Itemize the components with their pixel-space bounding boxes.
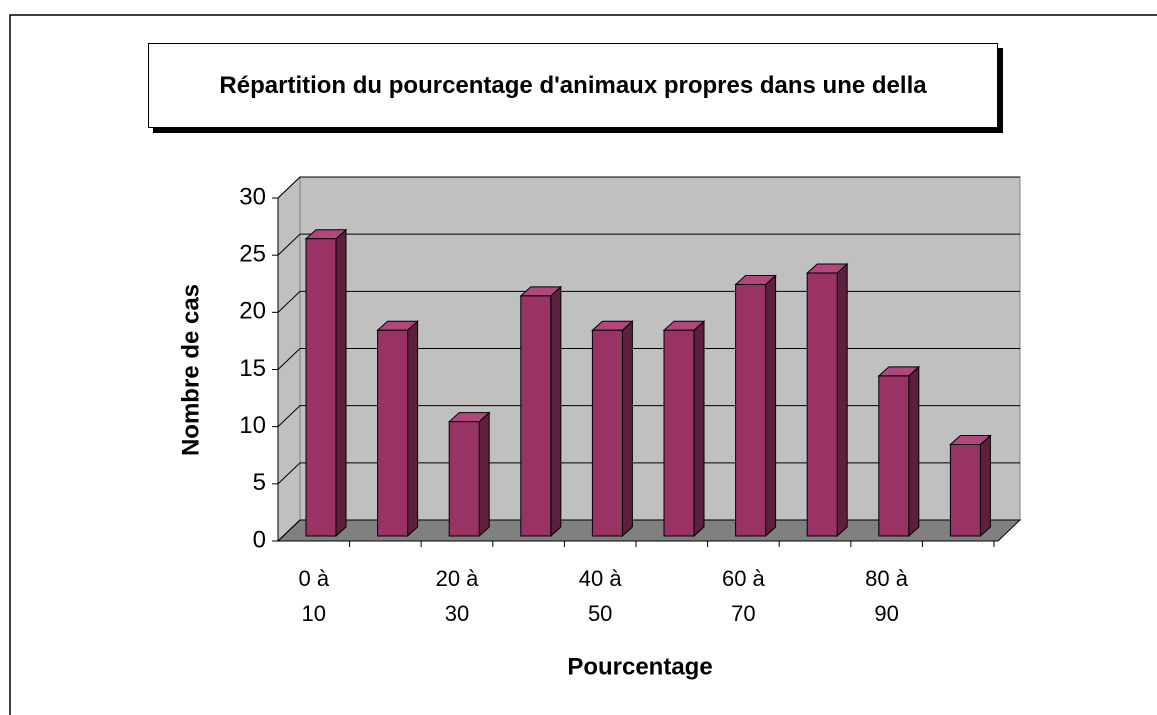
bar [806,272,838,537]
grid-line [277,462,1020,485]
grid-line [277,405,1020,428]
bar [878,375,910,537]
chart-frame [9,14,1157,715]
x-tick-label: 0 à 10 [298,566,330,626]
bar-side [550,285,562,538]
y-tick-label: 10 [239,412,266,439]
x-axis-title: Pourcentage [567,653,712,680]
y-tick-label: 20 [239,298,266,325]
bar-side [765,274,777,538]
bar [377,329,409,537]
y-tick-label: 5 [253,469,266,496]
bar [949,444,981,537]
bar [591,329,623,537]
chart-title: Répartition du pourcentage d'animaux pro… [148,43,998,128]
y-tick-label: 0 [253,526,266,553]
bar-side [407,320,419,538]
grid-line [277,176,1020,199]
grid-line [277,290,1020,313]
x-tick-label: 60 à 70 [721,566,765,626]
grid-line [277,348,1020,370]
grid-line [277,519,1020,542]
y-tick-label: 15 [239,355,266,382]
bar-side [621,320,633,538]
x-tick-label: 40 à 50 [578,566,622,626]
bar-side [908,365,920,538]
y-tick-label: 25 [239,241,266,268]
bar [520,295,552,537]
x-tick-label: 20 à 30 [435,566,479,626]
bar [663,329,695,537]
y-axis-title: Nombre de cas [177,284,204,456]
grid-line [277,233,1020,256]
bar-side [979,434,991,538]
bar [735,283,767,537]
bar-side [478,411,490,538]
bar [305,238,337,537]
bar-side [335,228,347,538]
x-tick-label: 80 à 90 [865,566,908,626]
bar [448,421,480,537]
bar-side [693,320,705,538]
y-tick-label: 30 [239,183,266,210]
bar-side [836,262,848,538]
